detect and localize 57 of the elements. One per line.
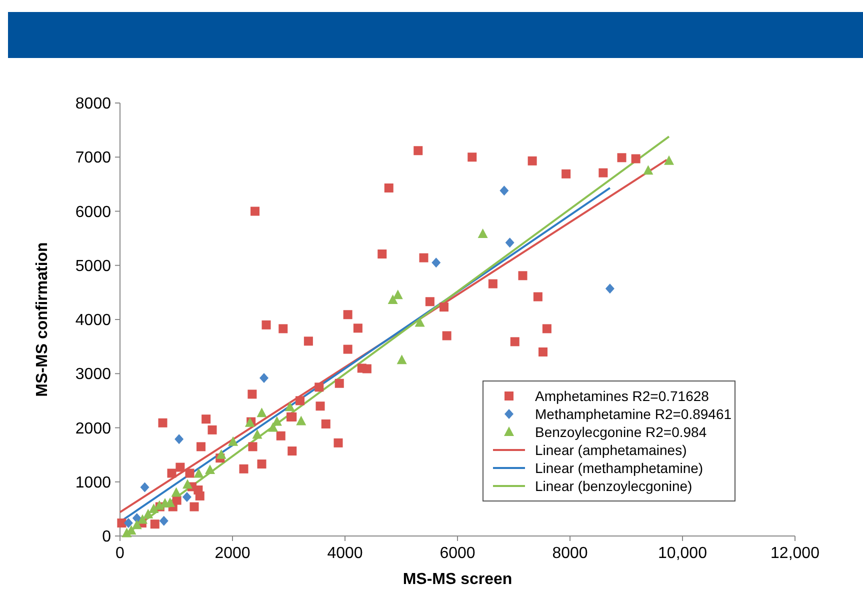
point [171,487,182,497]
point [205,464,215,474]
point [268,422,278,432]
point [432,258,441,268]
x-tick-label: 6000 [440,545,476,562]
point [138,514,148,524]
point [216,449,226,459]
point [284,402,295,412]
point [252,429,262,439]
point [296,416,306,426]
y-tick-label: 8000 [75,96,112,113]
legend-label: Methamphetamine R2=0.89461 [535,406,732,422]
point [664,155,674,165]
y-tick-label: 7000 [75,150,112,167]
x-tick-label: 2000 [214,545,250,562]
legend-label: Amphetamines R2=0.71628 [535,388,710,404]
legend-label: Benzoylecgonine R2=0.984 [535,424,707,440]
y-tick-label: 1000 [75,474,112,492]
y-tick-label: 2000 [75,420,112,438]
point [182,492,192,502]
point [414,317,425,327]
point [396,354,407,364]
y-axis-title: MS-MS confirmation [34,242,51,397]
y-tick-label: 0 [102,528,112,546]
x-tick-label: 4000 [327,545,363,562]
y-tick-label: 6000 [75,204,112,221]
point [500,186,509,196]
x-axis-title: MS-MS screen [402,571,512,588]
point [143,508,154,518]
x-tick-label: 10,000 [658,545,708,562]
legend-label: Linear (benzoylecgonine) [535,478,692,494]
legend-label: Linear (methamphetamine) [535,460,704,476]
point [392,290,403,300]
point [182,479,192,489]
x-tick-label: 0 [116,545,125,562]
point [140,482,150,492]
point [228,436,238,446]
x-tick-label: 8000 [552,545,588,562]
x-tick-label: 12,000 [770,545,820,562]
point [505,238,514,248]
point [124,518,133,528]
point [148,503,159,513]
point [174,434,184,444]
point [159,516,168,526]
point [643,165,654,175]
y-tick-label: 5000 [75,258,112,275]
y-tick-label: 4000 [75,312,112,330]
point [260,372,268,383]
point [132,520,142,530]
point [478,228,488,238]
point [388,294,398,304]
point [605,284,614,294]
legend-label: Linear (amphetamaines) [535,442,687,458]
point [256,408,267,418]
y-tick-label: 3000 [75,366,112,384]
point [194,468,204,478]
point [160,498,170,508]
